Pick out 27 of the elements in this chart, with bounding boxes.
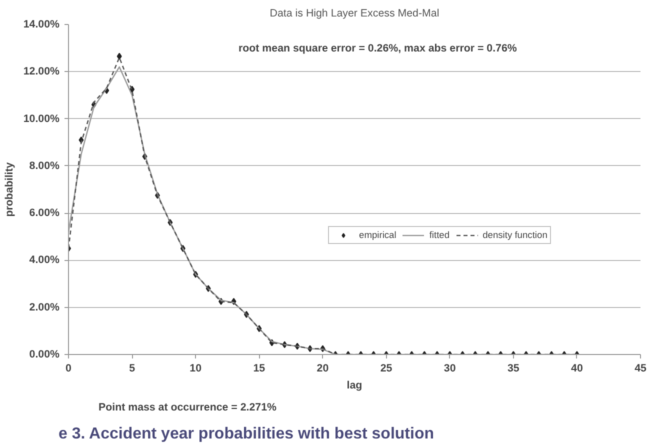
x-tick-label: 10 [190,362,202,374]
x-tick-label: 40 [571,362,583,374]
text: Point mass at occurrence = 2.271% [98,402,278,414]
x-tick-label: 15 [253,362,266,374]
y-tick-label: 4.00% [29,254,60,266]
x-tick-label: 25 [380,362,392,374]
x-tick-label: 45 [634,362,646,374]
y-tick-label: 10.00% [23,112,60,125]
x-tick-label: 5 [129,362,136,374]
y-tick-label: 12.00% [23,66,60,78]
chart-subtitle: Data is High Layer Excess Med-Mal [270,8,440,20]
y-tick-label: 8.00% [29,160,60,172]
x-tick-label: 30 [444,362,456,374]
legend-label: fitted [429,230,450,240]
y-axis-title: probability [3,162,16,217]
x-tick-label: 0 [66,362,72,374]
x-tick-label: 20 [316,362,329,374]
legend-label: empirical [359,230,396,240]
y-tick-label: 2.00% [29,301,60,314]
legend-label: density function [482,230,548,240]
y-tick-label: 6.00% [29,207,60,220]
annotation: root mean square error = 0.26%, max abs error = 0.76% [238,42,518,54]
text: e 3. Accident year probabilities with best solution [58,426,434,442]
y-tick-label: 0.00% [29,348,60,360]
x-axis-title: lag [346,380,362,392]
y-tick-label: 14.00% [23,18,60,30]
x-tick-label: 35 [507,362,520,374]
